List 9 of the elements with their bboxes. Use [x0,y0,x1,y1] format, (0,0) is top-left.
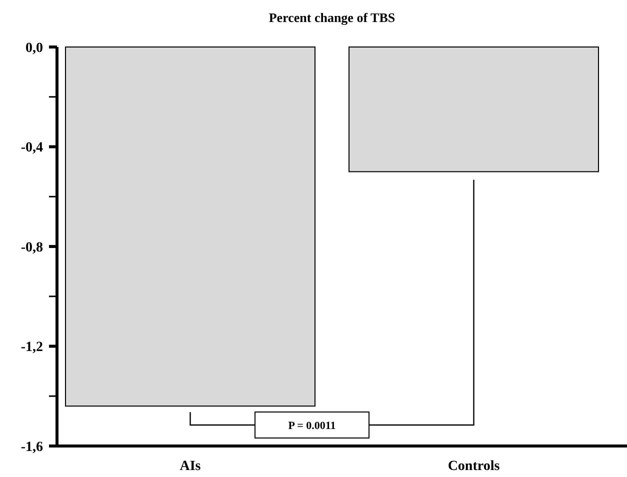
y-tick-label: -1,2 [20,340,43,356]
annotation: P = 0.0011 [288,420,336,432]
chart-title: Percent change of TBS [268,10,396,25]
y-tick-label: -0,4 [20,140,43,156]
x-tick-label: AIs [180,459,202,474]
x-tick-label: Controls [448,459,500,474]
y-tick-label: -1,6 [20,440,43,455]
y-tick-label: -0,8 [20,240,43,256]
y-tick-label: 0,0 [26,40,43,56]
